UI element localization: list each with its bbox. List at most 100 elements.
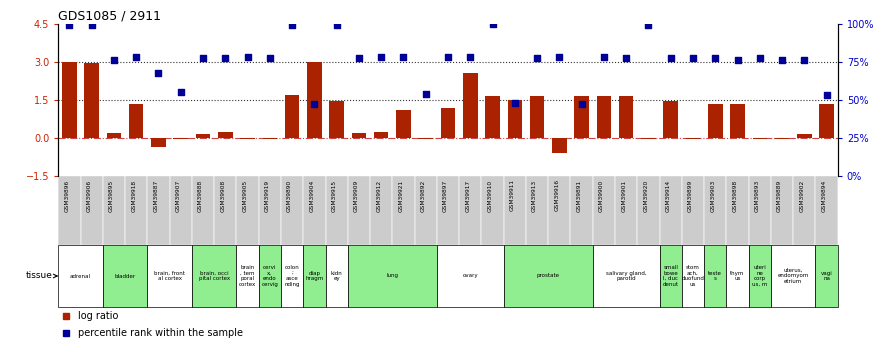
Bar: [704, 245, 727, 307]
Text: tissue: tissue: [26, 272, 57, 280]
Bar: [415, 176, 437, 245]
Bar: [348, 176, 370, 245]
Bar: [147, 245, 192, 307]
Text: GSM39887: GSM39887: [153, 179, 159, 211]
Point: [129, 54, 143, 60]
Bar: [285, 95, 299, 138]
Bar: [441, 108, 455, 138]
Bar: [574, 96, 589, 138]
Text: GSM39921: GSM39921: [399, 179, 403, 211]
Bar: [708, 104, 722, 138]
Point: [263, 56, 277, 61]
Bar: [58, 176, 81, 245]
Bar: [437, 176, 459, 245]
Bar: [593, 176, 615, 245]
Bar: [775, 138, 789, 139]
Text: GSM39917: GSM39917: [465, 179, 470, 211]
Text: GSM39915: GSM39915: [332, 179, 337, 211]
Point: [530, 56, 544, 61]
Bar: [195, 134, 211, 138]
Point: [508, 100, 522, 105]
Bar: [637, 176, 659, 245]
Text: kidn
ey: kidn ey: [331, 271, 342, 281]
Point: [552, 54, 566, 60]
Text: GSM39918: GSM39918: [131, 179, 136, 211]
Text: GSM39920: GSM39920: [643, 179, 649, 211]
Bar: [129, 104, 143, 138]
Text: GSM39906: GSM39906: [87, 179, 91, 211]
Point: [753, 56, 767, 61]
Bar: [771, 176, 793, 245]
Bar: [815, 245, 838, 307]
Bar: [348, 245, 437, 307]
Text: vagi
na: vagi na: [821, 271, 832, 281]
Bar: [571, 176, 593, 245]
Bar: [682, 176, 704, 245]
Bar: [392, 176, 415, 245]
Text: brain, occi
pital cortex: brain, occi pital cortex: [199, 271, 229, 281]
Text: GSM39911: GSM39911: [510, 179, 515, 211]
Text: GSM39893: GSM39893: [754, 179, 760, 211]
Bar: [374, 132, 389, 138]
Point: [730, 57, 745, 62]
Point: [196, 56, 211, 61]
Bar: [593, 245, 659, 307]
Bar: [797, 134, 812, 138]
Text: GSM39913: GSM39913: [532, 179, 537, 211]
Text: brain
, tem
poral
cortex: brain , tem poral cortex: [239, 265, 256, 287]
Bar: [504, 176, 526, 245]
Text: brain, front
al cortex: brain, front al cortex: [154, 271, 185, 281]
Text: GSM39903: GSM39903: [711, 179, 715, 211]
Bar: [259, 176, 281, 245]
Point: [685, 56, 700, 61]
Bar: [548, 176, 571, 245]
Point: [307, 101, 322, 107]
Text: GSM39904: GSM39904: [309, 179, 314, 211]
Text: GSM39898: GSM39898: [733, 179, 737, 211]
Bar: [597, 96, 611, 138]
Bar: [504, 245, 593, 307]
Bar: [615, 176, 637, 245]
Bar: [552, 138, 566, 153]
Text: GSM39890: GSM39890: [287, 179, 292, 211]
Point: [62, 23, 76, 28]
Text: GDS1085 / 2911: GDS1085 / 2911: [58, 10, 161, 23]
Bar: [81, 176, 103, 245]
Text: GSM39891: GSM39891: [577, 179, 582, 211]
Point: [597, 54, 611, 60]
Bar: [281, 245, 303, 307]
Bar: [151, 138, 166, 147]
Bar: [62, 62, 77, 138]
Text: GSM39888: GSM39888: [198, 179, 203, 211]
Text: GSM39897: GSM39897: [443, 179, 448, 211]
Text: GSM39912: GSM39912: [376, 179, 381, 211]
Bar: [84, 63, 99, 138]
Bar: [396, 110, 410, 138]
Bar: [730, 104, 745, 138]
Text: GSM39909: GSM39909: [354, 179, 359, 211]
Point: [374, 54, 388, 60]
Bar: [147, 176, 169, 245]
Text: cervi
x,
endo
cervig: cervi x, endo cervig: [262, 265, 279, 287]
Bar: [370, 176, 392, 245]
Bar: [682, 245, 704, 307]
Point: [330, 23, 344, 28]
Text: GSM39919: GSM39919: [265, 179, 270, 211]
Text: GSM39892: GSM39892: [421, 179, 426, 211]
Text: small
bowe
l, duc
denut: small bowe l, duc denut: [663, 265, 679, 287]
Text: GSM39895: GSM39895: [109, 179, 114, 211]
Bar: [351, 133, 366, 138]
Text: GSM39896: GSM39896: [65, 179, 69, 211]
Text: thym
us: thym us: [730, 271, 745, 281]
Bar: [107, 133, 121, 138]
Point: [107, 57, 121, 62]
Bar: [793, 176, 815, 245]
Text: lung: lung: [386, 274, 399, 278]
Text: adrenal: adrenal: [70, 274, 91, 278]
Text: prostate: prostate: [537, 274, 560, 278]
Point: [240, 54, 254, 60]
Point: [797, 57, 812, 62]
Bar: [530, 96, 545, 138]
Point: [418, 91, 433, 97]
Text: uteri
ne
corp
us, m: uteri ne corp us, m: [752, 265, 768, 287]
